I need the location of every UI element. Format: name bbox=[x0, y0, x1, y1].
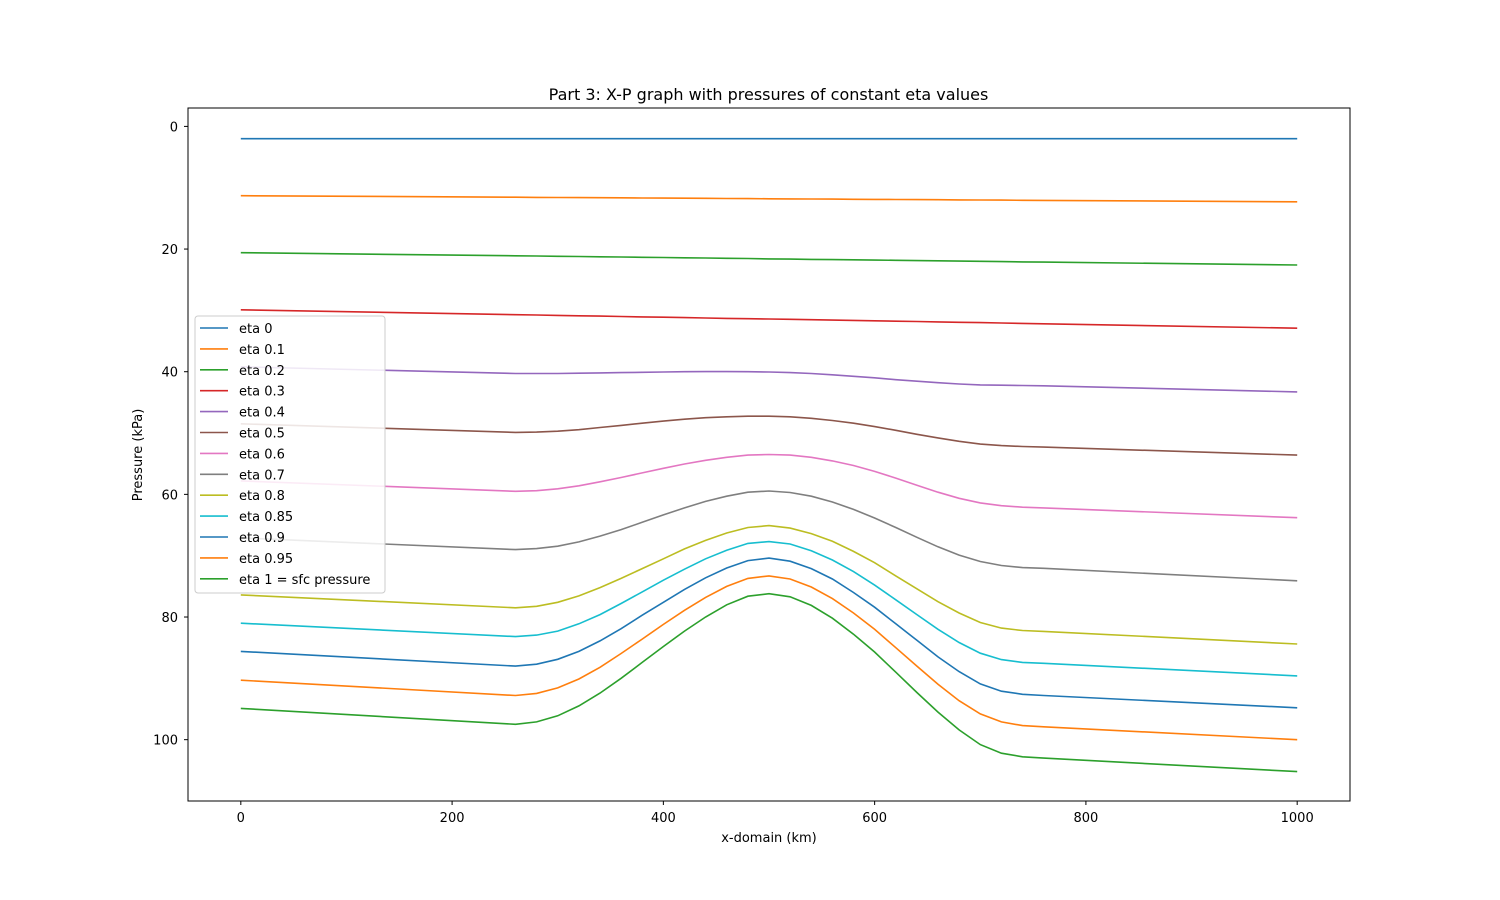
legend-label-9: eta 0.85 bbox=[239, 510, 293, 525]
legend-label-0: eta 0 bbox=[239, 322, 272, 337]
legend: eta 0 eta 0.1 eta 0.2 eta 0.3 eta 0.4 eta 0.5… bbox=[194, 315, 386, 594]
legend-label-12: eta 1 = sfc pressure bbox=[239, 573, 370, 588]
legend-label-6: eta 0.6 bbox=[239, 447, 285, 462]
y-tick-label-5: 100 bbox=[153, 734, 178, 749]
x-axis-title: x-domain (km) bbox=[721, 831, 817, 846]
series-line-10 bbox=[240, 557, 1298, 709]
legend-label-7: eta 0.7 bbox=[239, 468, 285, 483]
series-line-8 bbox=[240, 524, 1298, 645]
series-line-9 bbox=[240, 540, 1298, 677]
y-tick-label-1: 20 bbox=[161, 243, 178, 258]
plot-area bbox=[240, 137, 1298, 773]
y-tick-label-3: 60 bbox=[161, 488, 178, 503]
x-tick-label-1: 200 bbox=[440, 811, 465, 826]
x-axis: 0 200 400 600 800 1000 bbox=[237, 801, 1314, 826]
series-line-3 bbox=[240, 309, 1298, 329]
series-line-5 bbox=[240, 415, 1298, 456]
legend-box bbox=[194, 315, 386, 594]
legend-label-1: eta 0.1 bbox=[239, 343, 285, 358]
series-line-12 bbox=[240, 592, 1298, 773]
series-line-6 bbox=[240, 453, 1298, 519]
y-tick-label-4: 80 bbox=[161, 611, 178, 626]
chart-title: Part 3: X-P graph with pressures of cons… bbox=[549, 85, 989, 104]
series-line-11 bbox=[240, 575, 1298, 741]
legend-label-2: eta 0.2 bbox=[239, 364, 285, 379]
x-tick-label-0: 0 bbox=[237, 811, 245, 826]
y-axis-title: Pressure (kPa) bbox=[131, 409, 146, 502]
x-tick-label-2: 400 bbox=[651, 811, 676, 826]
y-axis: 0 20 40 60 80 100 bbox=[153, 120, 188, 749]
legend-label-11: eta 0.95 bbox=[239, 552, 293, 567]
x-tick-label-4: 800 bbox=[1073, 811, 1098, 826]
x-tick-label-3: 600 bbox=[862, 811, 887, 826]
legend-label-3: eta 0.3 bbox=[239, 385, 285, 400]
x-tick-label-5: 1000 bbox=[1281, 811, 1314, 826]
legend-label-10: eta 0.9 bbox=[239, 531, 285, 546]
legend-label-5: eta 0.5 bbox=[239, 427, 285, 442]
series-line-4 bbox=[240, 366, 1298, 393]
series-line-2 bbox=[240, 251, 1298, 266]
axes-frame bbox=[187, 107, 1351, 802]
y-tick-label-2: 40 bbox=[161, 366, 178, 381]
y-tick-label-0: 0 bbox=[170, 120, 178, 135]
series-line-7 bbox=[240, 490, 1298, 582]
legend-label-8: eta 0.8 bbox=[239, 489, 285, 504]
legend-label-4: eta 0.4 bbox=[239, 406, 285, 421]
series-line-1 bbox=[240, 194, 1298, 203]
